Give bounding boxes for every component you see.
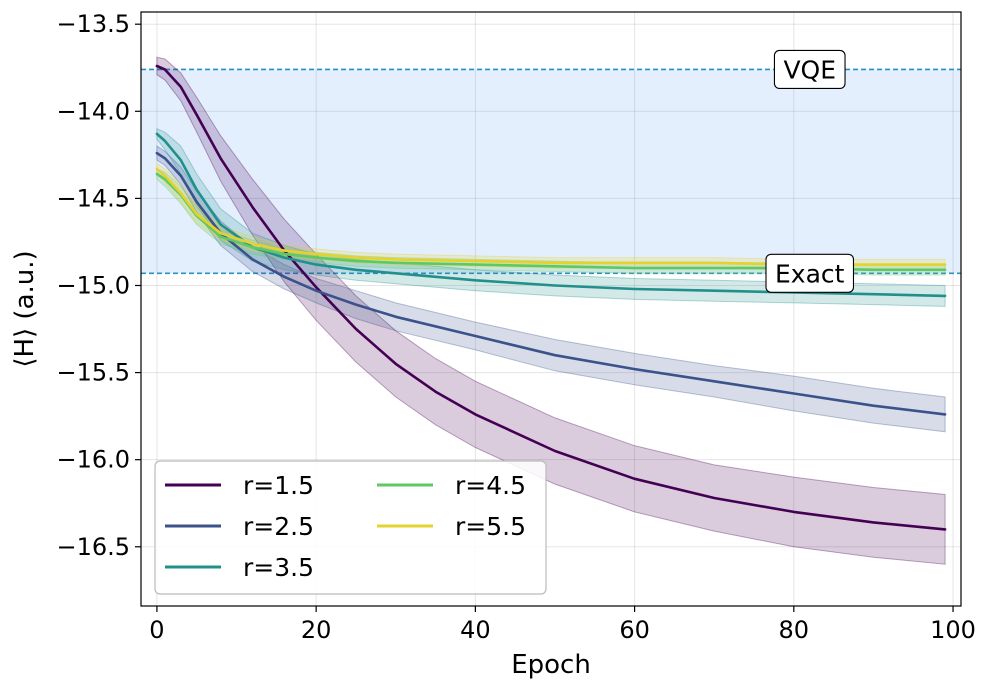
legend: r=1.5 r=2.5 r=3.5 r=4.5 r=5.5 (154, 460, 547, 595)
legend-item-r-3-5: r=3.5 (165, 553, 314, 582)
line-r-5-5 (155, 167, 947, 266)
legend-label: r=2.5 (243, 512, 314, 541)
line-r-3-5 (155, 132, 947, 298)
legend-item-r-2-5: r=2.5 (165, 512, 314, 541)
legend-label: r=5.5 (455, 512, 526, 541)
x-tick-label: 60 (619, 616, 650, 644)
band-r-1-5 (156, 56, 946, 565)
legend-item-r-5-5: r=5.5 (377, 512, 526, 541)
reference-label-vqe: VQE (773, 49, 846, 90)
legend-item-r-1-5: r=1.5 (165, 471, 314, 500)
y-tick-label: −15.0 (56, 271, 130, 299)
reference-band-area (141, 69, 961, 274)
reference-label-box (773, 49, 846, 90)
legend-label: r=4.5 (455, 471, 526, 500)
line-r-1-5 (155, 64, 947, 531)
x-tick-label: 0 (149, 616, 164, 644)
reference-label-exact: Exact (765, 253, 855, 293)
y-tick-label: −15.5 (56, 359, 130, 387)
reference-labels: VQE Exact (765, 49, 855, 293)
y-tick-label: −16.5 (56, 533, 130, 561)
legend-frame (154, 460, 547, 595)
reference-label-box (765, 253, 855, 293)
legend-label: r=1.5 (243, 471, 314, 500)
x-tick-label: 20 (301, 616, 332, 644)
y-tick-label: −13.5 (56, 10, 130, 38)
plot-frame (140, 11, 962, 607)
y-tick-label: −14.0 (56, 97, 130, 125)
reference-label-text: Exact (775, 259, 845, 288)
x-tick-label: 40 (460, 616, 491, 644)
x-axis-label: Epoch (511, 650, 591, 680)
axis-ticks: 0 20 40 60 80 100 −13.5 −14.0 −14.5 −15.0 −15.5 −16… (56, 10, 975, 644)
x-tick-label: 80 (779, 616, 810, 644)
y-axis-label: ⟨H⟩ (a.u.) (10, 250, 40, 367)
y-tick-label: −16.0 (56, 446, 130, 474)
reference-label-text: VQE (783, 55, 836, 84)
reference-band (141, 69, 961, 274)
x-tick-label: 100 (930, 616, 976, 644)
line-r-2-5 (155, 151, 947, 416)
legend-item-r-4-5: r=4.5 (377, 471, 526, 500)
y-tick-label: −14.5 (56, 184, 130, 212)
series-lines (155, 64, 947, 531)
legend-label: r=3.5 (243, 553, 314, 582)
